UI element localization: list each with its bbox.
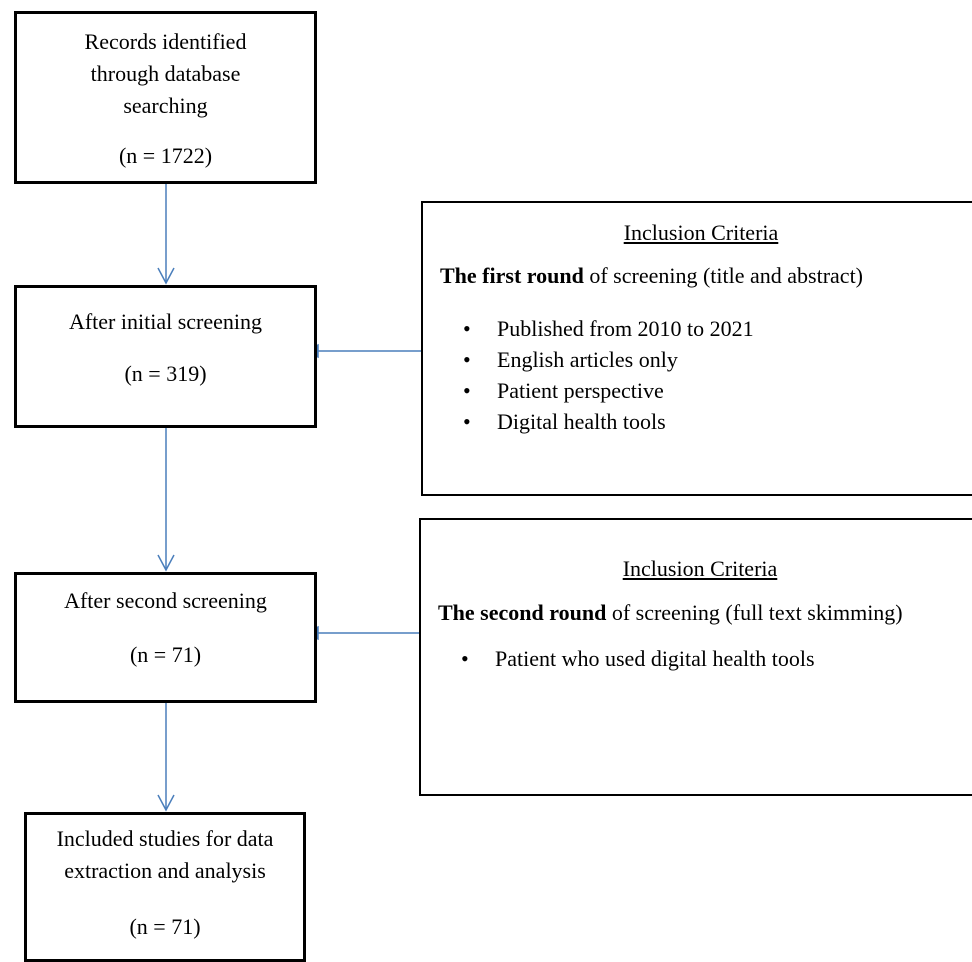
step1-line-1: Records identified <box>84 29 247 54</box>
step3-line-1: After second screening <box>64 588 267 613</box>
step4-count: (n = 71) <box>129 914 201 939</box>
bullet-icon: • <box>463 347 471 372</box>
arrowhead-step2-to-step3 <box>157 554 175 572</box>
step-included-studies: Included studies for data extraction and… <box>24 812 306 962</box>
step-after-second-screening: After second screening (n = 71) <box>14 572 317 703</box>
criteria1-round-bold: The first round <box>440 263 584 288</box>
criteria2-round-rest: of screening (full text skimming) <box>606 600 903 625</box>
criteria2-round: The second round of screening (full text… <box>421 597 972 629</box>
criteria1-bullet-list: • Published from 2010 to 2021 • English ar… <box>423 313 972 437</box>
step2-line-1: After initial screening <box>68 309 263 334</box>
criteria1-round: The first round of screening (title and … <box>423 260 972 292</box>
criteria2-title: Inclusion Criteria <box>622 556 778 581</box>
step-records-identified: Records identified through database sear… <box>14 11 317 184</box>
criteria1-bullet: • Published from 2010 to 2021 <box>423 313 972 344</box>
step4-line-2: extraction and analysis <box>64 858 266 883</box>
bullet-icon: • <box>463 409 471 434</box>
criteria1-bullet: • English articles only <box>423 344 972 375</box>
criteria1-bullet-text: English articles only <box>497 347 678 372</box>
step1-count: (n = 1722) <box>118 143 213 168</box>
arrowhead-step3-to-step4 <box>157 794 175 812</box>
criteria2-bullet-list: • Patient who used digital health tools <box>421 643 972 674</box>
step1-line-2: through database <box>90 61 241 86</box>
criteria1-bullet-text: Published from 2010 to 2021 <box>497 316 754 341</box>
criteria2-bullet: • Patient who used digital health tools <box>421 643 972 674</box>
step3-count: (n = 71) <box>129 642 202 667</box>
inclusion-criteria-second-round: Inclusion Criteria The second round of s… <box>419 518 972 796</box>
bullet-icon: • <box>463 378 471 403</box>
criteria1-bullet: • Patient perspective <box>423 375 972 406</box>
criteria1-bullet-text: Patient perspective <box>497 378 664 403</box>
step1-line-3: searching <box>123 93 208 118</box>
criteria2-round-bold: The second round <box>438 600 607 625</box>
criteria1-title: Inclusion Criteria <box>623 220 779 245</box>
step-after-initial-screening: After initial screening (n = 319) <box>14 285 317 428</box>
step4-line-1: Included studies for data <box>56 826 274 851</box>
bullet-icon: • <box>463 316 471 341</box>
bullet-icon: • <box>461 646 469 671</box>
step2-count: (n = 319) <box>124 361 207 386</box>
criteria1-round-rest: of screening (title and abstract) <box>583 263 864 288</box>
criteria2-bullet-text: Patient who used digital health tools <box>495 646 815 671</box>
criteria1-bullet-text: Digital health tools <box>497 409 666 434</box>
arrowhead-step1-to-step2 <box>157 267 175 285</box>
criteria1-bullet: • Digital health tools <box>423 406 972 437</box>
inclusion-criteria-first-round: Inclusion Criteria The first round of sc… <box>421 201 972 496</box>
